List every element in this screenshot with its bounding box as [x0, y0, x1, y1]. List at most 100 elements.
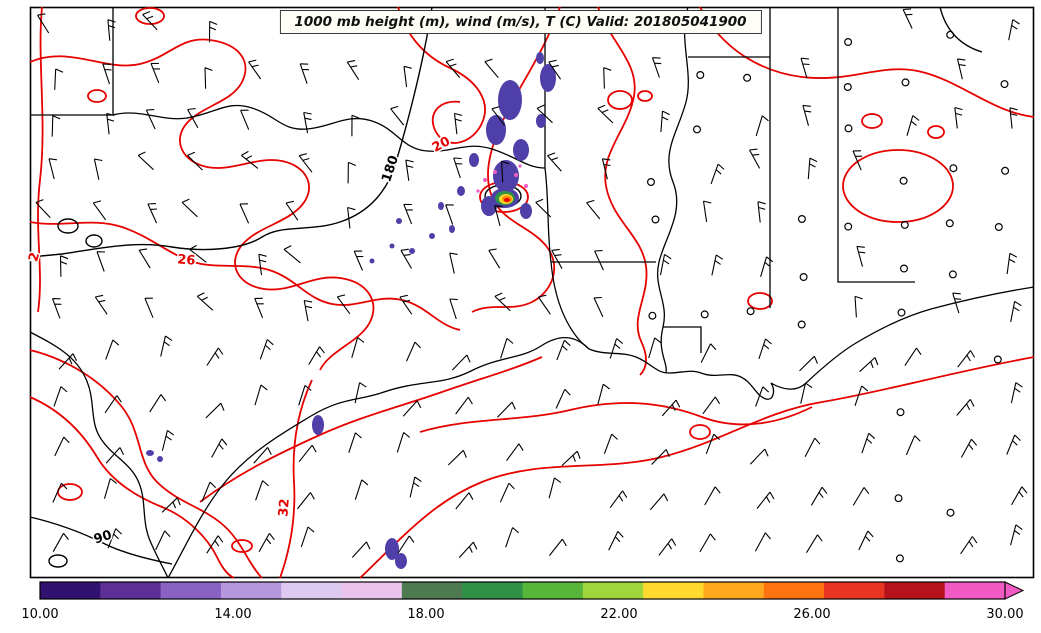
wind-barb-icon [760, 256, 774, 278]
wind-barb-icon [52, 482, 68, 503]
wind-barb-icon [206, 535, 224, 554]
wind-barb-icon [248, 59, 262, 80]
wind-barb-icon [160, 335, 173, 357]
wind-barb-icon [609, 338, 624, 359]
temp-contour-path [199, 356, 543, 503]
temp-contour-loop [747, 292, 773, 310]
height-contour-loop [85, 234, 103, 248]
wind-barb-icon [258, 253, 267, 276]
wind-barb-icon [206, 347, 224, 366]
wind-barb-icon [453, 112, 463, 135]
wind-barb-icon [609, 490, 628, 509]
wind-barb-icon [258, 533, 275, 552]
colorbar-segment [582, 582, 644, 599]
wind-barb-icon [497, 401, 516, 418]
wind-barb-icon [597, 383, 611, 405]
wind-barb-icon [447, 449, 467, 466]
calm-wind-icon [899, 176, 908, 185]
height-contour-loop [48, 554, 68, 568]
wind-barb-icon [399, 294, 413, 315]
temp-contour-loop [842, 149, 954, 223]
wind-barb-icon [852, 487, 870, 506]
colorbar-segment [160, 582, 222, 599]
calm-wind-icon [948, 270, 957, 279]
wind-barb-icon [548, 538, 567, 556]
calm-wind-icon [799, 273, 808, 282]
precip-blob [438, 202, 444, 210]
calm-wind-icon [646, 178, 655, 187]
wind-barb-icon [354, 479, 369, 500]
precip-blobs [146, 52, 556, 569]
calm-wind-icon [895, 554, 904, 563]
temp-contour-loop [861, 113, 883, 129]
wind-barb-icon [455, 492, 474, 510]
wind-barb-icon [390, 105, 405, 126]
precip-blob [457, 186, 465, 196]
wind-barb-icon [211, 438, 228, 458]
wind-barb-icon [409, 476, 422, 498]
colorbar-segment [341, 582, 403, 599]
wind-barb-icon [94, 294, 108, 315]
precip-blob [449, 225, 455, 233]
wind-barb-icon [147, 203, 158, 224]
wind-barb-icon [806, 534, 823, 553]
wind-barb-icon [755, 115, 769, 137]
wind-barb-icon [856, 245, 866, 267]
wind-barb-icon [35, 199, 51, 219]
wind-barb-icon [93, 158, 103, 180]
colorbar-segment [884, 582, 946, 599]
storm-cell-dot [476, 189, 480, 193]
wind-barb-icon [283, 245, 301, 264]
state-borders [29, 6, 1035, 579]
colorbar-segment [462, 582, 524, 599]
wind-barb-icon [800, 57, 810, 79]
colorbar-segment [763, 582, 825, 599]
calm-wind-icon [746, 307, 755, 316]
state-border-path [837, 7, 915, 283]
wind-barb-icon [107, 19, 116, 41]
calm-wind-icon [897, 308, 906, 317]
wind-barb-icon [458, 541, 478, 558]
wind-barb-icon [300, 526, 315, 548]
wind-barb-icon [205, 402, 225, 419]
wind-barb-icon [952, 292, 962, 314]
contour-label: 26 [177, 252, 196, 269]
wind-barb-icon [240, 109, 250, 130]
precip-blob [312, 415, 324, 435]
wind-barb-icon [105, 447, 125, 464]
temp-contour-path [37, 6, 44, 313]
wind-barb-icon [757, 201, 766, 223]
wind-barb-icon [255, 480, 269, 501]
colorbar-segment [401, 582, 463, 599]
state-border-path [112, 104, 546, 169]
colorbar-segment [643, 582, 705, 599]
wind-barb-icon [755, 386, 770, 407]
temp-contour-path [29, 349, 263, 579]
wind-barb-icon [308, 346, 325, 365]
wind-barb-icon [51, 298, 62, 319]
wind-barb-icon [506, 443, 524, 462]
precip-blob [395, 553, 407, 569]
wind-barb-icon [1010, 524, 1023, 546]
colorbar-segment [703, 582, 765, 599]
wind-barb-icon [956, 58, 966, 80]
storm-cell-dot [483, 178, 487, 182]
wind-barb-icon [660, 110, 670, 133]
wind-barb-icon [161, 429, 175, 451]
wind-barb-icon [181, 198, 198, 218]
temp-contour-path [29, 38, 375, 371]
wind-barb-icon [956, 399, 975, 416]
calm-wind-icon [844, 124, 853, 133]
calm-wind-icon [1001, 166, 1010, 175]
calm-wind-icon [945, 219, 954, 228]
wind-barb-icon [253, 447, 272, 464]
wind-barb-icon [1008, 19, 1020, 41]
wind-barb-icon [649, 493, 669, 511]
colorbar-tick-label: 14.00 [214, 607, 251, 622]
wind-barb-icon [405, 159, 414, 181]
wind-barb-icon [586, 199, 601, 220]
wind-barb-icon [96, 251, 106, 272]
calm-wind-icon [894, 494, 903, 503]
